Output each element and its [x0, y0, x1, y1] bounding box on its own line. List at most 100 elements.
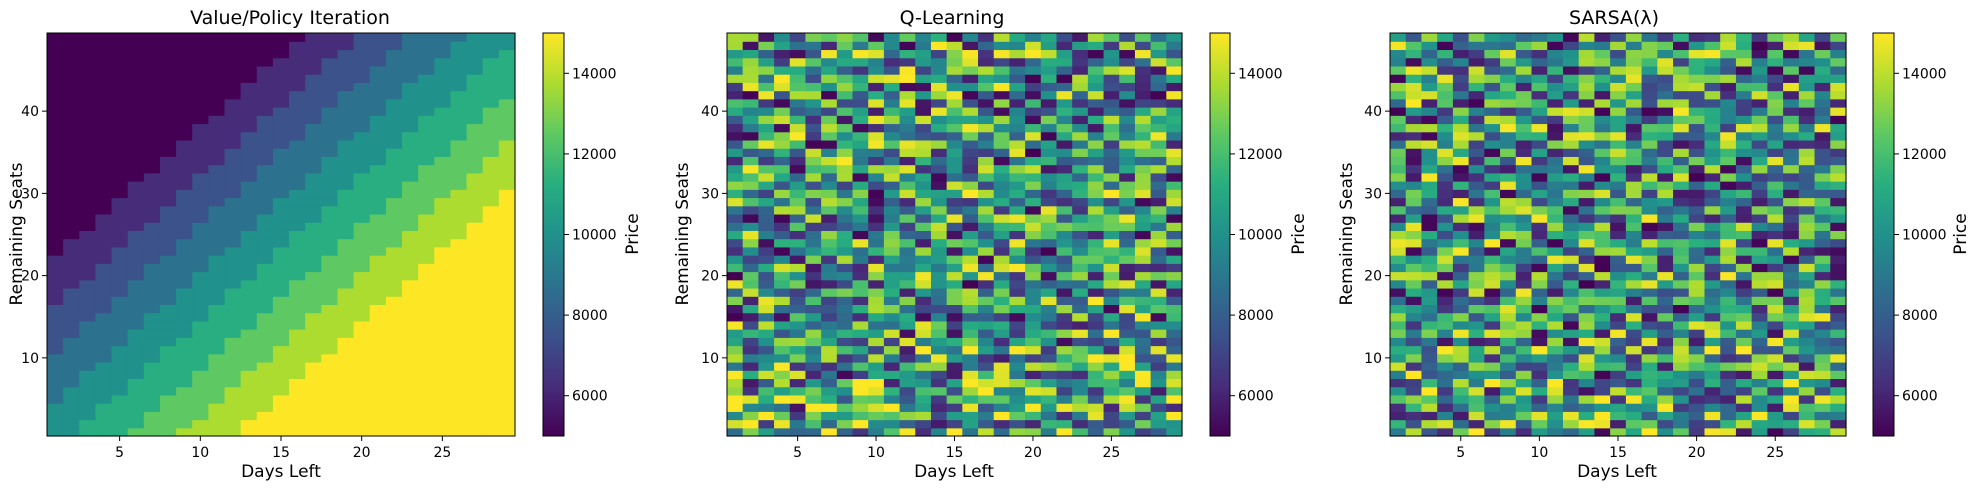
heatmap-cell [95, 279, 113, 289]
heatmap-cell [805, 361, 822, 371]
heatmap-cell [482, 345, 500, 355]
heatmap-cell [805, 230, 822, 240]
heatmap-cell [774, 33, 791, 42]
heatmap-cell [1704, 263, 1721, 273]
heatmap-cell [256, 90, 274, 100]
heatmap-cell [962, 90, 979, 100]
heatmap-cell [962, 74, 979, 83]
heatmap-cell [962, 411, 979, 421]
heatmap-cell [1119, 164, 1136, 174]
heatmap-cell [821, 82, 838, 92]
heatmap-cell [1056, 148, 1073, 157]
heatmap-cell [1056, 403, 1073, 412]
heatmap-cell [883, 263, 901, 273]
heatmap-cell [1767, 386, 1784, 396]
heatmap-cell [47, 353, 64, 363]
heatmap-cell [385, 427, 403, 437]
heatmap-cell [1390, 164, 1407, 174]
heatmap-cell [1103, 131, 1120, 141]
heatmap-cell [1641, 312, 1658, 322]
heatmap-cell [774, 115, 791, 125]
x-tick-label: 25 [1102, 445, 1120, 461]
heatmap-cell [305, 353, 322, 363]
heatmap-cell [1594, 386, 1611, 396]
heatmap-cell [852, 181, 869, 190]
heatmap-cell [208, 197, 226, 207]
heatmap-cell [176, 57, 193, 67]
heatmap-cell [1531, 156, 1548, 166]
heatmap-cell [1150, 411, 1167, 421]
heatmap-cell [1040, 370, 1058, 380]
heatmap-cell [1830, 74, 1847, 83]
heatmap-cell [272, 197, 290, 207]
heatmap-cell [466, 49, 484, 59]
heatmap-cell [1009, 156, 1026, 166]
heatmap-cell [1610, 222, 1627, 231]
heatmap-cell [1814, 123, 1831, 133]
heatmap-cell [127, 238, 145, 248]
heatmap-cell [1814, 57, 1831, 67]
heatmap-cell [321, 181, 339, 190]
heatmap-cell [63, 345, 80, 355]
heatmap-cell [1767, 427, 1784, 437]
heatmap-cell [899, 41, 916, 51]
heatmap-cell [353, 403, 371, 412]
heatmap-cell [305, 205, 322, 215]
heatmap-cell [1056, 41, 1073, 51]
heatmap-cell [1087, 164, 1105, 174]
heatmap-cell [993, 386, 1011, 396]
heatmap-cell [79, 378, 97, 388]
heatmap-cell [930, 222, 948, 231]
heatmap-cell [466, 370, 484, 380]
heatmap-cell [337, 49, 355, 59]
heatmap-cell [240, 238, 258, 248]
heatmap-cell [224, 131, 242, 141]
heatmap-cell [321, 238, 339, 248]
heatmap-cell [1452, 361, 1470, 371]
colorbar-tick-label: 6000 [1902, 389, 1938, 405]
heatmap-cell [978, 238, 995, 248]
heatmap-cell [1610, 33, 1627, 42]
heatmap-cell [159, 296, 177, 305]
heatmap-cell [1166, 238, 1183, 248]
heatmap-cell [143, 329, 161, 338]
heatmap-cell [1625, 246, 1643, 256]
heatmap-cell [208, 403, 226, 412]
heatmap-cell [1484, 386, 1501, 396]
heatmap-cell [1814, 304, 1831, 314]
heatmap-cell [1087, 197, 1105, 207]
heatmap-cell [1500, 148, 1517, 157]
heatmap-cell [1134, 74, 1152, 83]
heatmap-cell [240, 189, 258, 199]
heatmap-cell [1150, 49, 1167, 59]
heatmap-cell [256, 213, 274, 223]
heatmap-cell [1150, 345, 1167, 355]
heatmap-cell [962, 320, 979, 330]
heatmap-cell [1040, 345, 1058, 355]
heatmap-cell [418, 123, 435, 133]
heatmap-cell [1468, 197, 1485, 207]
heatmap-cell [369, 345, 387, 355]
heatmap-cell [1578, 123, 1596, 133]
heatmap-cell [805, 394, 822, 404]
heatmap-cell [1056, 82, 1073, 92]
heatmap-cell [821, 49, 838, 59]
heatmap-cell [1134, 378, 1152, 388]
heatmap-cell [774, 205, 791, 215]
heatmap-cell [47, 90, 64, 100]
heatmap-cell [1134, 189, 1152, 199]
heatmap-cell [852, 172, 869, 182]
heatmap-cell [1720, 65, 1737, 75]
heatmap-cell [1468, 49, 1485, 59]
x-ticks: 5 10 15 20 25 [793, 436, 1120, 461]
heatmap-cell [1830, 386, 1847, 396]
heatmap-cell [369, 98, 387, 108]
heatmap-cell [353, 65, 371, 75]
heatmap-cell [272, 131, 290, 141]
heatmap-cell [978, 74, 995, 83]
heatmap-cell [1720, 41, 1737, 51]
heatmap-cell [852, 345, 869, 355]
heatmap-cell [208, 107, 226, 116]
heatmap-cell [978, 337, 995, 347]
heatmap-cell [289, 246, 306, 256]
